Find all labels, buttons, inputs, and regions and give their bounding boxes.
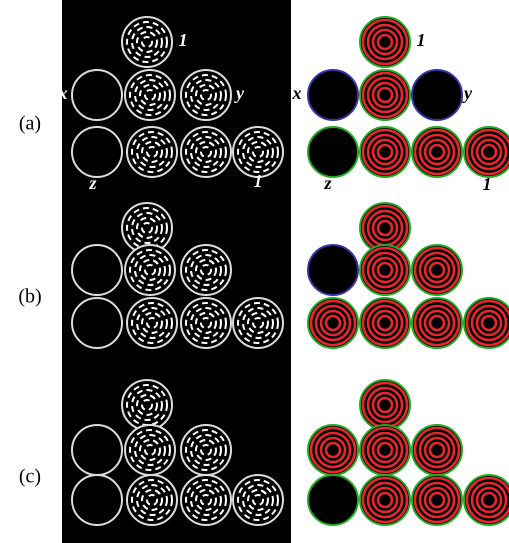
- left-circle: [127, 475, 177, 525]
- left-circle: [125, 425, 175, 475]
- annotation: z: [88, 173, 96, 193]
- left-circle: [181, 127, 231, 177]
- left-circle: [72, 70, 122, 120]
- left-circle: [72, 127, 122, 177]
- row-label: (c): [19, 466, 41, 488]
- row-label: (b): [18, 286, 41, 308]
- right-circle: [308, 245, 358, 295]
- left-circle: [181, 70, 231, 120]
- left-circle: [233, 298, 283, 348]
- left-circle: [127, 298, 177, 348]
- annotation: x: [58, 83, 68, 103]
- left-circle: [125, 245, 175, 295]
- left-circle: [181, 245, 231, 295]
- left-circle: [233, 127, 283, 177]
- figure: (a) (b) (c) 1 x y z 1 1 x y z 1: [0, 0, 509, 543]
- right-circle: [308, 70, 358, 120]
- left-circle: [72, 475, 122, 525]
- annotation: y: [234, 83, 245, 103]
- row-label: (a): [19, 113, 41, 135]
- left-circle: [233, 475, 283, 525]
- left-circle: [122, 17, 172, 67]
- left-circle: [72, 245, 122, 295]
- left-circle: [125, 70, 175, 120]
- right-circle: [308, 475, 358, 525]
- left-circle: [72, 425, 122, 475]
- left-circle: [127, 127, 177, 177]
- annotation: 1: [417, 30, 426, 50]
- left-circle: [181, 298, 231, 348]
- right-circle: [308, 127, 358, 177]
- annotation: 1: [254, 171, 263, 191]
- annotation: y: [462, 83, 473, 103]
- left-circle: [181, 425, 231, 475]
- annotation: 1: [483, 174, 492, 194]
- right-circle: [412, 70, 462, 120]
- annotation: x: [292, 83, 302, 103]
- annotation: z: [323, 173, 331, 193]
- left-circle: [72, 298, 122, 348]
- annotation: 1: [179, 30, 188, 50]
- left-circle: [181, 475, 231, 525]
- left-circle: [122, 380, 172, 430]
